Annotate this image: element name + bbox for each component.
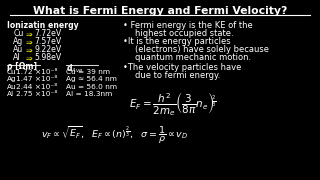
Text: 5.98eV: 5.98eV: [35, 53, 62, 62]
Text: What is Fermi Energy and Fermi Velocity?: What is Fermi Energy and Fermi Velocity?: [33, 6, 287, 16]
Text: quantum mechanic motion.: quantum mechanic motion.: [135, 53, 251, 62]
Text: Cu: Cu: [13, 29, 24, 38]
Text: Au: Au: [7, 84, 17, 90]
Text: Cu: Cu: [7, 69, 17, 75]
Text: (electrons) have solely because: (electrons) have solely because: [135, 45, 269, 54]
Text: 7.72eV: 7.72eV: [35, 29, 62, 38]
Text: ⇒: ⇒: [25, 53, 32, 62]
Text: d$_{Ave}$: d$_{Ave}$: [66, 62, 84, 75]
Text: 1.72 ×10⁻⁸: 1.72 ×10⁻⁸: [16, 69, 57, 75]
Text: highest occupied state.: highest occupied state.: [135, 29, 234, 38]
Text: •It is the energy particles: •It is the energy particles: [123, 37, 230, 46]
Text: • Fermi energy is the KE of the: • Fermi energy is the KE of the: [123, 21, 252, 30]
Text: ⇒: ⇒: [25, 45, 32, 54]
Text: 2.75 ×10⁻⁸: 2.75 ×10⁻⁸: [16, 91, 57, 97]
Text: Ag: Ag: [13, 37, 23, 46]
Text: 1.47 ×10⁻⁸: 1.47 ×10⁻⁸: [16, 76, 57, 82]
Text: ⇒: ⇒: [25, 37, 32, 46]
Text: Al = 18.3nm: Al = 18.3nm: [66, 91, 113, 97]
Text: •The velocity particles have: •The velocity particles have: [123, 63, 241, 72]
Text: ⇒: ⇒: [25, 29, 32, 38]
Text: Ionizatin energy: Ionizatin energy: [7, 21, 79, 30]
Text: Au = 56.0 nm: Au = 56.0 nm: [66, 84, 117, 90]
Text: Al: Al: [13, 53, 21, 62]
Text: Ag: Ag: [7, 76, 17, 82]
Text: Cu = 39 nm: Cu = 39 nm: [66, 69, 110, 75]
Text: 2.44 ×10⁻⁸: 2.44 ×10⁻⁸: [16, 84, 57, 90]
Text: 7.57eV: 7.57eV: [35, 37, 62, 46]
Text: ρ [Ωm]: ρ [Ωm]: [7, 62, 37, 71]
Text: $E_F = \dfrac{h^2}{2m_e}\left(\dfrac{3}{8\pi}n_e\right)^{\!\!\frac{2}{3}}$: $E_F = \dfrac{h^2}{2m_e}\left(\dfrac{3}{…: [129, 90, 216, 118]
Text: due to fermi energy.: due to fermi energy.: [135, 71, 220, 80]
Text: Ag ≈ 56.4 nm: Ag ≈ 56.4 nm: [66, 76, 117, 82]
Text: Au: Au: [13, 45, 23, 54]
Text: Al: Al: [7, 91, 14, 97]
Text: $v_F \propto \sqrt{E_F}, \ \ E_F \propto (n)^{\frac{2}{3}}, \ \ \sigma = \dfrac{: $v_F \propto \sqrt{E_F}, \ \ E_F \propto…: [41, 125, 189, 146]
Text: 9.22eV: 9.22eV: [35, 45, 62, 54]
